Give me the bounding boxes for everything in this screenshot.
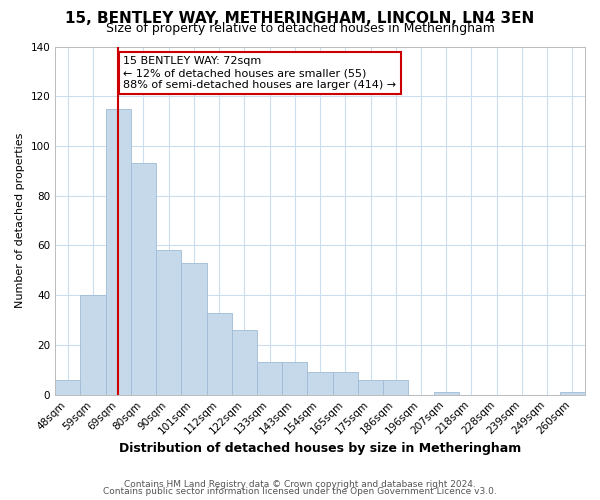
Bar xyxy=(206,312,232,394)
Text: 15 BENTLEY WAY: 72sqm
← 12% of detached houses are smaller (55)
88% of semi-deta: 15 BENTLEY WAY: 72sqm ← 12% of detached … xyxy=(123,56,397,90)
Bar xyxy=(55,380,80,394)
Bar xyxy=(131,164,156,394)
Bar xyxy=(156,250,181,394)
Bar xyxy=(332,372,358,394)
Text: Contains public sector information licensed under the Open Government Licence v3: Contains public sector information licen… xyxy=(103,487,497,496)
Text: Contains HM Land Registry data © Crown copyright and database right 2024.: Contains HM Land Registry data © Crown c… xyxy=(124,480,476,489)
Bar xyxy=(257,362,282,394)
Text: 15, BENTLEY WAY, METHERINGHAM, LINCOLN, LN4 3EN: 15, BENTLEY WAY, METHERINGHAM, LINCOLN, … xyxy=(65,11,535,26)
Bar xyxy=(181,263,206,394)
Bar xyxy=(232,330,257,394)
Bar xyxy=(383,380,409,394)
X-axis label: Distribution of detached houses by size in Metheringham: Distribution of detached houses by size … xyxy=(119,442,521,455)
Text: Size of property relative to detached houses in Metheringham: Size of property relative to detached ho… xyxy=(106,22,494,35)
Y-axis label: Number of detached properties: Number of detached properties xyxy=(15,133,25,308)
Bar xyxy=(80,295,106,394)
Bar xyxy=(434,392,459,394)
Bar xyxy=(282,362,307,394)
Bar xyxy=(106,108,131,395)
Bar xyxy=(307,372,332,394)
Bar xyxy=(560,392,585,394)
Bar xyxy=(358,380,383,394)
